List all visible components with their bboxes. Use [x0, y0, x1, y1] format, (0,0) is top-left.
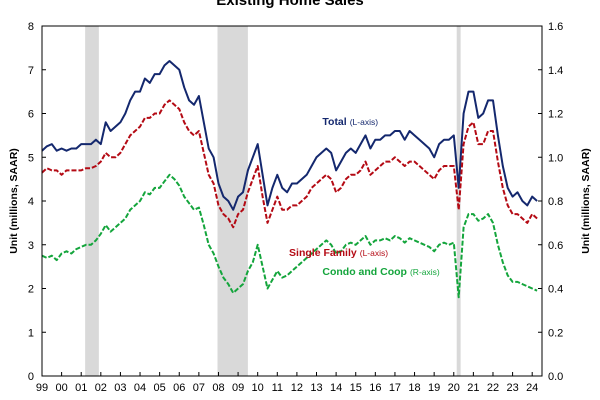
chart-title: Existing Home Sales	[216, 0, 364, 9]
y-tick-label-right: 1.6	[548, 21, 563, 33]
y-tick-label-left: 6	[28, 109, 34, 121]
y-tick-label-left: 4	[28, 196, 34, 208]
y-tick-label-left: 0	[28, 371, 34, 383]
x-tick-label: 02	[95, 382, 107, 394]
x-tick-label: 09	[232, 382, 244, 394]
x-tick-label: 22	[487, 382, 499, 394]
series-annotation: Condo and Coop (R-axis)	[322, 266, 439, 278]
plot-frame	[41, 25, 543, 377]
y-tick-label-left: 7	[28, 65, 34, 77]
recession-band	[85, 26, 99, 376]
x-tick-label: 04	[134, 382, 146, 394]
x-tick-label: 01	[75, 382, 87, 394]
x-tick-label: 18	[408, 382, 420, 394]
x-tick-label: 19	[428, 382, 440, 394]
y-tick-label-left: 3	[28, 240, 34, 252]
y-tick-label-left: 1	[28, 327, 34, 339]
y-tick-label-left: 8	[28, 21, 34, 33]
x-tick-label: 20	[448, 382, 460, 394]
y-tick-label-right: 0.6	[548, 240, 563, 252]
x-tick-label: 16	[369, 382, 381, 394]
x-tick-label: 05	[154, 382, 166, 394]
annotations-group: Total (L-axis)Single Family (L-axis)Condo …	[289, 116, 440, 278]
x-tick-label: 12	[291, 382, 303, 394]
y-tick-label-right: 0.0	[548, 371, 563, 383]
x-tick-label: 00	[55, 382, 67, 394]
series-annotation-label: Total	[322, 116, 346, 128]
series-annotation: Single Family (L-axis)	[289, 247, 388, 259]
series-annotation-axis-note: (L-axis)	[360, 248, 389, 258]
x-tick-label: 15	[350, 382, 362, 394]
y-axis-title-left: Unit (millions, SAAR)	[8, 148, 20, 254]
series-line-condo-and-coop	[41, 173, 538, 299]
x-tick-label: 21	[467, 382, 479, 394]
x-tick-label: 03	[114, 382, 126, 394]
x-tick-label: 24	[526, 382, 538, 394]
series-annotation-label: Condo and Coop	[322, 266, 407, 278]
x-tick-label: 11	[272, 382, 283, 394]
series-annotation-label: Single Family	[289, 247, 357, 259]
x-tick-label: 23	[506, 382, 518, 394]
y-tick-label-left: 5	[28, 152, 34, 164]
y-tick-label-right: 0.2	[548, 327, 563, 339]
x-tick-label: 17	[389, 382, 401, 394]
recession-band	[217, 26, 248, 376]
y-tick-label-right: 1.2	[548, 109, 563, 121]
y-tick-label-right: 0.4	[548, 284, 563, 296]
x-tick-label: 10	[252, 382, 264, 394]
x-tick-label: 99	[36, 382, 48, 394]
recession-shading-group	[85, 26, 461, 376]
x-tick-label: 07	[193, 382, 205, 394]
x-tick-label: 13	[310, 382, 322, 394]
series-line-single-family	[41, 99, 538, 229]
y-tick-label-right: 1.0	[548, 152, 563, 164]
series-group	[41, 60, 538, 299]
series-annotation-axis-note: (L-axis)	[350, 117, 379, 127]
x-tick-label: 06	[173, 382, 185, 394]
y-tick-label-right: 1.4	[548, 65, 563, 77]
x-tick-label: 14	[330, 382, 342, 394]
y-tick-label-left: 2	[28, 284, 34, 296]
series-annotation: Total (L-axis)	[322, 116, 378, 128]
series-annotation-axis-note: (R-axis)	[410, 267, 440, 277]
series-line-total	[41, 60, 538, 211]
y-tick-label-right: 0.8	[548, 196, 563, 208]
y-axis-title-right: Unit (millions, SAAR)	[580, 148, 592, 254]
x-tick-label: 08	[212, 382, 224, 394]
